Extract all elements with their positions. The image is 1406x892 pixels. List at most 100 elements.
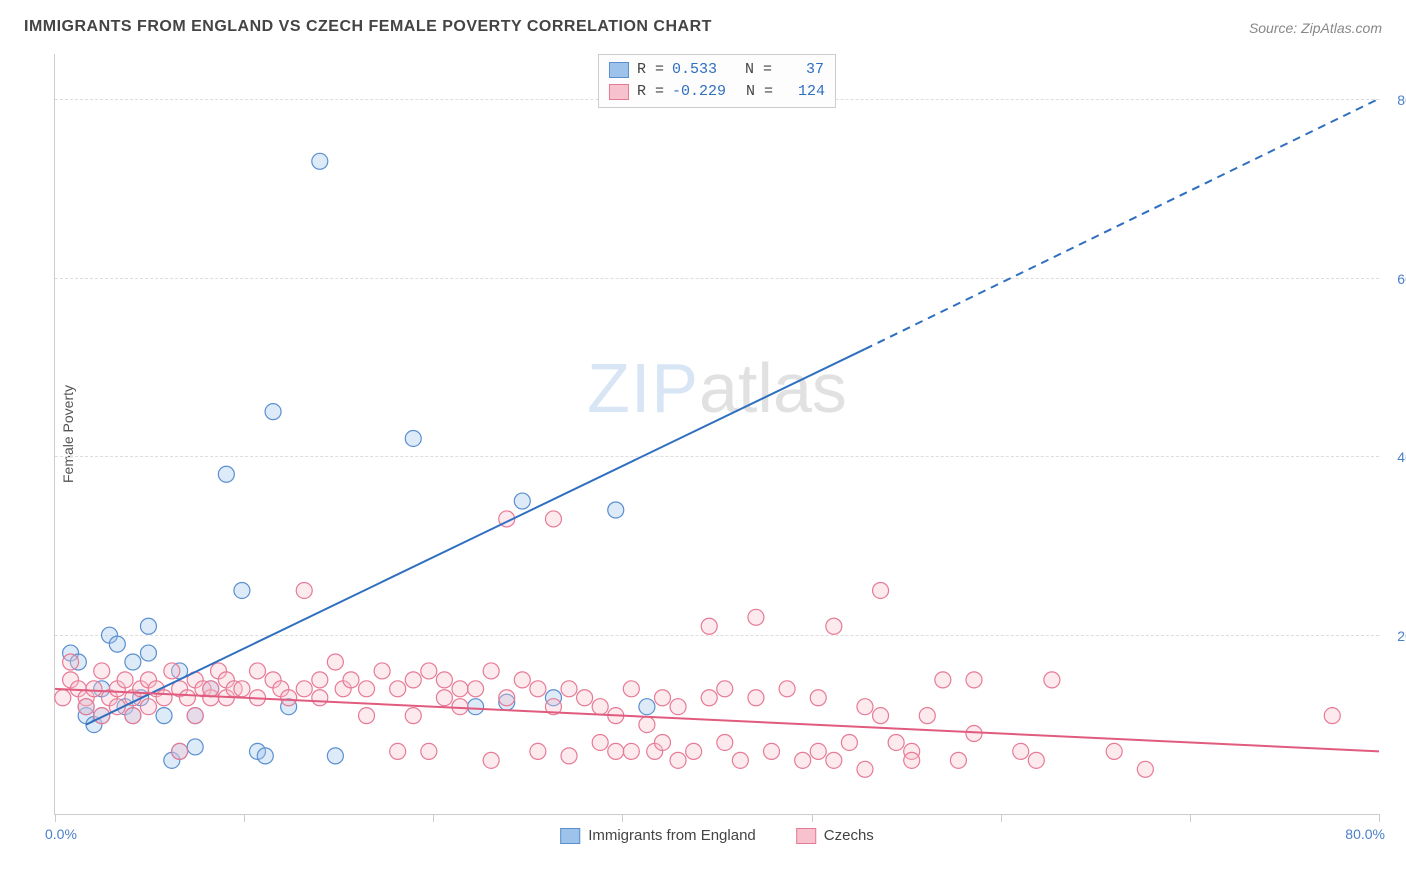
y-tick-label: 60.0%: [1387, 271, 1406, 287]
r-value-czechs: -0.229: [672, 81, 726, 103]
data-point: [312, 153, 328, 169]
r-value-england: 0.533: [672, 59, 717, 81]
data-point: [327, 748, 343, 764]
data-point: [468, 699, 484, 715]
data-point: [873, 708, 889, 724]
legend-label-czechs: Czechs: [824, 827, 874, 844]
data-point: [359, 708, 375, 724]
data-point: [390, 743, 406, 759]
data-point: [966, 672, 982, 688]
data-point: [810, 690, 826, 706]
data-point: [623, 681, 639, 697]
data-point: [359, 681, 375, 697]
data-point: [296, 582, 312, 598]
data-point: [857, 761, 873, 777]
y-tick-label: 40.0%: [1387, 449, 1406, 465]
data-point: [452, 681, 468, 697]
data-point: [561, 681, 577, 697]
data-point: [265, 404, 281, 420]
legend-item-england: Immigrants from England: [560, 827, 756, 844]
data-point: [888, 734, 904, 750]
data-point: [950, 752, 966, 768]
swatch-czechs-icon: [796, 828, 816, 844]
data-point: [421, 663, 437, 679]
n-value-england: 37: [780, 59, 824, 81]
data-point: [234, 582, 250, 598]
data-point: [1324, 708, 1340, 724]
data-point: [873, 582, 889, 598]
data-point: [55, 690, 71, 706]
data-point: [1013, 743, 1029, 759]
r-label: R =: [637, 81, 664, 103]
data-point: [779, 681, 795, 697]
data-point: [405, 708, 421, 724]
swatch-england-icon: [560, 828, 580, 844]
data-point: [670, 752, 686, 768]
data-point: [1028, 752, 1044, 768]
n-label: N =: [746, 81, 773, 103]
data-point: [257, 748, 273, 764]
data-point: [281, 690, 297, 706]
data-point: [179, 690, 195, 706]
data-point: [764, 743, 780, 759]
data-point: [164, 663, 180, 679]
data-point: [234, 681, 250, 697]
data-point: [312, 690, 328, 706]
x-axis-min-label: 0.0%: [45, 826, 77, 842]
data-point: [545, 511, 561, 527]
data-point: [810, 743, 826, 759]
data-point: [639, 699, 655, 715]
data-point: [530, 743, 546, 759]
data-point: [140, 618, 156, 634]
n-value-czechs: 124: [781, 81, 825, 103]
data-point: [826, 618, 842, 634]
data-point: [187, 708, 203, 724]
data-point: [125, 708, 141, 724]
data-point: [296, 681, 312, 697]
data-point: [841, 734, 857, 750]
x-axis-max-label: 80.0%: [1345, 826, 1385, 842]
data-point: [654, 734, 670, 750]
data-point: [857, 699, 873, 715]
data-point: [343, 672, 359, 688]
data-point: [140, 645, 156, 661]
data-point: [327, 654, 343, 670]
data-point: [405, 672, 421, 688]
data-point: [172, 743, 188, 759]
data-point: [748, 609, 764, 625]
data-point: [117, 672, 133, 688]
series-legend: Immigrants from England Czechs: [560, 827, 874, 844]
data-point: [904, 752, 920, 768]
data-point: [701, 690, 717, 706]
scatter-plot: [55, 54, 1379, 814]
data-point: [623, 743, 639, 759]
data-point: [717, 681, 733, 697]
data-point: [468, 681, 484, 697]
data-point: [94, 708, 110, 724]
data-point: [732, 752, 748, 768]
data-point: [140, 699, 156, 715]
data-point: [156, 690, 172, 706]
data-point: [187, 739, 203, 755]
legend-item-czechs: Czechs: [796, 827, 874, 844]
data-point: [78, 699, 94, 715]
data-point: [249, 663, 265, 679]
data-point: [639, 717, 655, 733]
data-point: [592, 699, 608, 715]
plot-area: Female Poverty 20.0%40.0%60.0%80.0% ZIPa…: [54, 54, 1379, 815]
data-point: [561, 748, 577, 764]
data-point: [919, 708, 935, 724]
data-point: [608, 502, 624, 518]
data-point: [156, 708, 172, 724]
data-point: [717, 734, 733, 750]
legend-row-czechs: R = -0.229 N = 124: [609, 81, 825, 103]
data-point: [94, 663, 110, 679]
data-point: [826, 752, 842, 768]
data-point: [670, 699, 686, 715]
n-label: N =: [745, 59, 772, 81]
data-point: [795, 752, 811, 768]
data-point: [483, 752, 499, 768]
r-label: R =: [637, 59, 664, 81]
data-point: [86, 681, 102, 697]
data-point: [514, 672, 530, 688]
